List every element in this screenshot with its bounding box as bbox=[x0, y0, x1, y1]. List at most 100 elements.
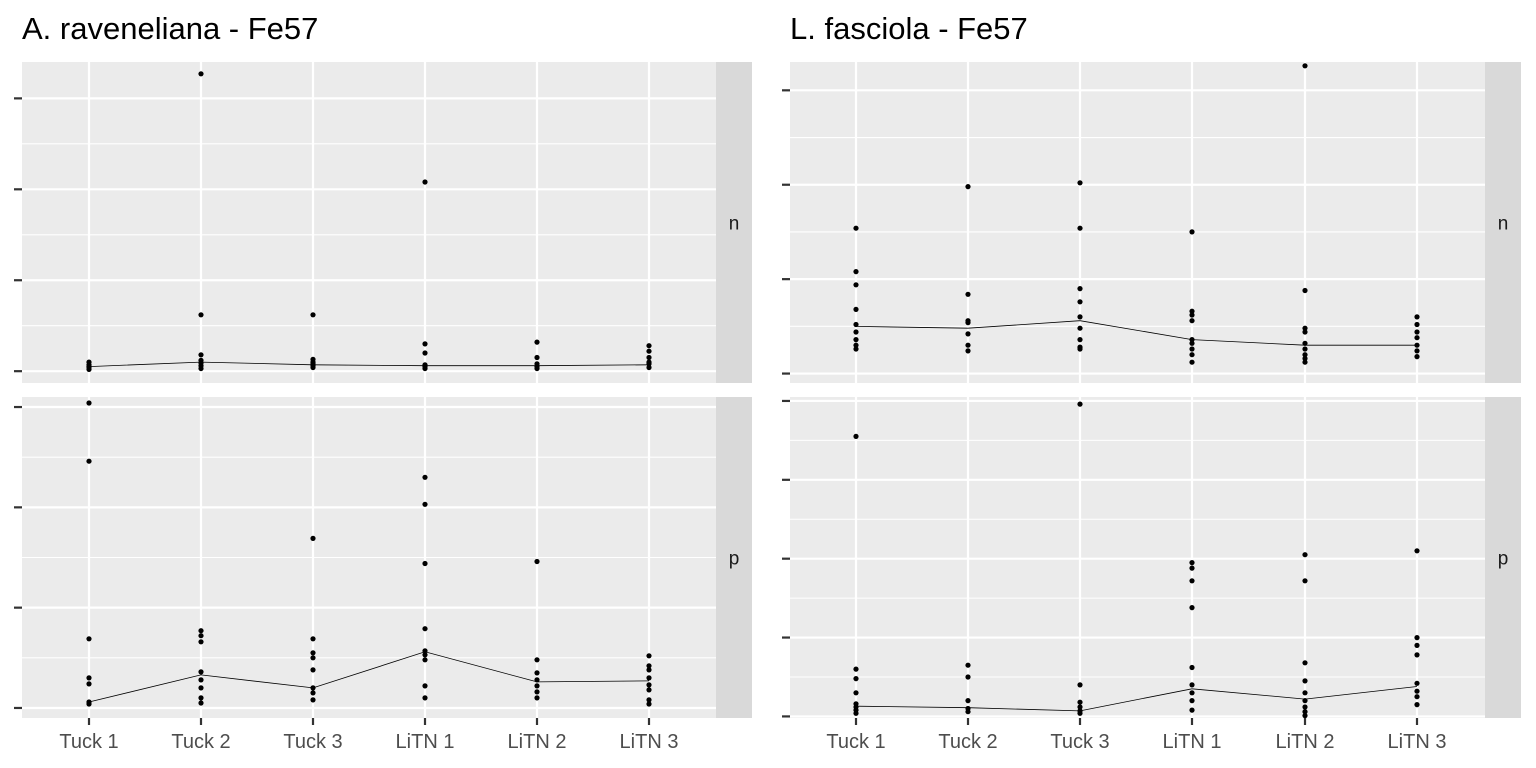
data-point bbox=[1414, 354, 1420, 360]
chart-2: L. fasciola - Fe57 n p Tuck 1 Tuck 2 Tuck 3 Li… bbox=[782, 11, 1521, 753]
mean-line bbox=[855, 320, 1417, 346]
data-point bbox=[534, 677, 540, 683]
data-point bbox=[853, 710, 859, 716]
data-point bbox=[1077, 704, 1083, 710]
data-point bbox=[1077, 682, 1083, 688]
data-point bbox=[422, 683, 428, 689]
data-point bbox=[1077, 314, 1083, 320]
data-point bbox=[965, 184, 971, 190]
data-point bbox=[310, 359, 316, 365]
data-point bbox=[86, 636, 92, 642]
data-point bbox=[646, 348, 652, 354]
x-tick-label: Tuck 1 bbox=[59, 731, 118, 753]
data-point bbox=[86, 701, 92, 707]
data-point bbox=[198, 633, 204, 639]
panel-background bbox=[790, 397, 1485, 718]
data-point bbox=[86, 681, 92, 687]
data-point bbox=[646, 675, 652, 681]
facet-label: n bbox=[729, 214, 740, 235]
data-point bbox=[646, 653, 652, 659]
data-point bbox=[1077, 325, 1083, 331]
data-point bbox=[965, 342, 971, 348]
facet-label: p bbox=[729, 549, 740, 570]
data-point bbox=[853, 666, 859, 672]
x-tick-label: LiTN 3 bbox=[1388, 731, 1447, 753]
data-point bbox=[534, 683, 540, 689]
data-point bbox=[1302, 698, 1308, 704]
data-point bbox=[1414, 329, 1420, 335]
data-point bbox=[1302, 355, 1308, 362]
data-point bbox=[1414, 314, 1420, 320]
data-point bbox=[86, 458, 92, 464]
x-tick-label: LiTN 2 bbox=[1276, 731, 1335, 753]
data-point bbox=[422, 365, 428, 372]
data-point bbox=[198, 360, 204, 366]
data-point bbox=[646, 701, 652, 707]
data-point bbox=[1189, 308, 1195, 314]
data-point bbox=[534, 657, 540, 663]
data-point bbox=[86, 675, 92, 681]
data-point bbox=[853, 676, 859, 682]
data-point bbox=[1302, 660, 1308, 666]
panel-p: p bbox=[14, 397, 752, 718]
panel-n: n bbox=[14, 62, 752, 383]
data-point bbox=[1414, 548, 1420, 554]
panel-n: n bbox=[782, 62, 1521, 383]
data-point bbox=[422, 695, 428, 701]
data-point bbox=[1302, 359, 1308, 365]
chart-title: L. fasciola - Fe57 bbox=[790, 11, 1028, 46]
data-point bbox=[853, 321, 859, 328]
data-point bbox=[422, 560, 428, 567]
data-point bbox=[1302, 552, 1308, 558]
facet-strip bbox=[716, 62, 752, 383]
data-point bbox=[198, 365, 204, 372]
data-point bbox=[198, 677, 204, 683]
data-point bbox=[310, 690, 316, 696]
data-point bbox=[965, 331, 971, 337]
data-point bbox=[646, 354, 652, 361]
data-point bbox=[646, 359, 652, 365]
data-point bbox=[534, 354, 540, 361]
data-point bbox=[422, 179, 428, 185]
data-point bbox=[1077, 299, 1083, 305]
data-point bbox=[310, 697, 316, 703]
mean-line bbox=[88, 651, 650, 703]
facet-label: n bbox=[1498, 214, 1509, 235]
data-point bbox=[646, 682, 652, 688]
data-point bbox=[534, 689, 540, 695]
data-point bbox=[198, 628, 204, 634]
data-point bbox=[1077, 225, 1083, 231]
data-point bbox=[198, 700, 204, 706]
data-point bbox=[1189, 229, 1195, 235]
data-point bbox=[646, 687, 652, 693]
data-point bbox=[1302, 325, 1308, 331]
data-point bbox=[853, 225, 859, 231]
data-point bbox=[1189, 690, 1195, 696]
data-point bbox=[1189, 565, 1195, 571]
data-point bbox=[198, 639, 204, 645]
data-point bbox=[422, 652, 428, 658]
data-point bbox=[646, 697, 652, 703]
x-tick-label: Tuck 3 bbox=[1050, 731, 1109, 753]
x-tick-label: Tuck 3 bbox=[283, 731, 342, 753]
data-point bbox=[1189, 578, 1195, 584]
data-point bbox=[310, 667, 316, 673]
data-point bbox=[310, 685, 316, 691]
data-point bbox=[1077, 699, 1083, 705]
data-point bbox=[1189, 560, 1195, 566]
data-point bbox=[534, 339, 540, 345]
data-point bbox=[422, 362, 428, 368]
data-point bbox=[1414, 642, 1420, 649]
data-point bbox=[534, 364, 540, 370]
data-point bbox=[965, 320, 971, 326]
data-point bbox=[310, 535, 316, 542]
data-point bbox=[1189, 707, 1195, 713]
data-point bbox=[1302, 340, 1308, 346]
data-point bbox=[86, 364, 92, 371]
data-point bbox=[1077, 180, 1083, 186]
data-point bbox=[853, 306, 859, 312]
data-point bbox=[965, 709, 971, 715]
data-point bbox=[310, 636, 316, 642]
panel-background bbox=[22, 62, 716, 383]
